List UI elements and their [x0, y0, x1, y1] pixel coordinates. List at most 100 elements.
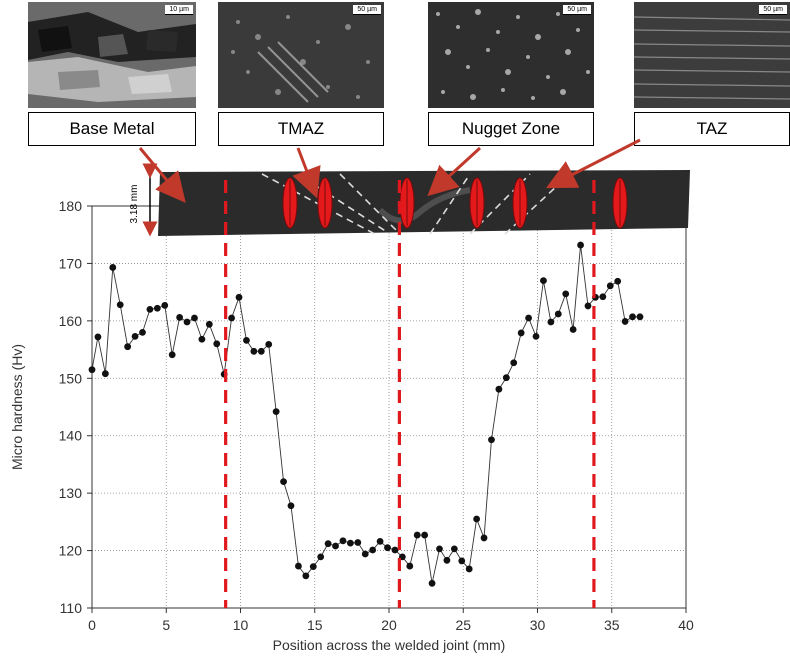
data-point: [532, 332, 540, 340]
data-point: [465, 565, 473, 573]
data-point: [183, 318, 191, 326]
data-point: [198, 335, 206, 343]
x-tick-label: 10: [233, 617, 249, 633]
data-point: [153, 304, 161, 312]
data-point: [88, 366, 96, 374]
data-point: [443, 556, 451, 564]
data-point: [257, 347, 265, 355]
data-point: [606, 282, 614, 290]
data-point: [369, 546, 377, 554]
data-point: [124, 343, 132, 351]
data-point: [599, 293, 607, 301]
data-point: [235, 293, 243, 301]
scale-bar: 50 µm: [563, 5, 591, 15]
data-point: [339, 537, 347, 545]
data-point: [250, 347, 258, 355]
data-point: [569, 326, 577, 333]
label-tmaz: TMAZ: [218, 112, 384, 146]
data-point: [614, 277, 622, 285]
data-point: [205, 320, 213, 328]
y-tick-label: 140: [59, 428, 83, 444]
weld-cross-section: 3.18 mm: [129, 163, 690, 237]
data-point: [517, 329, 525, 337]
data-point: [161, 301, 169, 309]
data-point: [577, 241, 584, 249]
series-line: [91, 244, 640, 584]
scale-bar: 50 µm: [759, 5, 787, 15]
data-point: [488, 436, 495, 444]
y-axis-title: Micro hardness (Hv): [9, 344, 25, 470]
x-tick-label: 30: [530, 617, 546, 633]
data-point: [450, 545, 458, 553]
y-tick-label: 180: [59, 198, 83, 214]
data-point: [428, 579, 436, 587]
data-point: [324, 540, 332, 548]
data-point: [272, 408, 280, 415]
micrograph-base-metal: 10 µm: [28, 2, 196, 108]
x-tick-label: 0: [88, 617, 96, 633]
scale-bar: 10 µm: [165, 5, 193, 15]
data-point: [146, 305, 154, 313]
x-tick-label: 20: [381, 617, 397, 633]
y-tick-label: 110: [60, 600, 83, 616]
data-point: [376, 537, 384, 545]
data-point: [131, 332, 139, 340]
y-tick-label: 130: [59, 485, 83, 501]
x-axis-title: Position across the welded joint (mm): [273, 637, 506, 653]
data-point: [361, 550, 369, 558]
data-point: [317, 553, 325, 561]
x-tick-label: 5: [162, 617, 170, 633]
data-point: [495, 385, 503, 393]
data-point: [287, 502, 295, 510]
data-point: [458, 557, 466, 565]
x-tick-label: 25: [455, 617, 471, 633]
data-point: [228, 314, 235, 322]
data-point: [554, 310, 562, 318]
data-point: [421, 531, 429, 539]
y-tick-label: 160: [59, 313, 83, 329]
hardness-series: [88, 241, 644, 587]
data-point: [295, 562, 302, 570]
data-point: [302, 572, 310, 580]
data-point: [413, 531, 421, 539]
y-tick-label: 150: [59, 370, 83, 386]
scale-bar: 50 µm: [353, 5, 381, 15]
grid: [92, 206, 686, 608]
x-tick-label: 40: [678, 617, 694, 633]
data-point: [309, 563, 317, 571]
arrow-tmaz: [292, 147, 321, 199]
data-point: [109, 264, 117, 271]
data-point: [436, 545, 443, 553]
data-point: [540, 277, 547, 285]
data-point: [621, 318, 629, 325]
y-tick-label: 170: [59, 255, 83, 271]
data-point: [213, 340, 221, 348]
data-point: [406, 562, 414, 570]
callout-arrows: [138, 138, 641, 203]
micrograph-nugget-zone: 50 µm: [428, 2, 594, 108]
axis-ticks: 0 5 10 15 20 25 30 35 40 110 120 130 140 150 160 170 180: [59, 198, 694, 633]
data-point: [280, 478, 287, 486]
data-point: [346, 539, 354, 547]
x-tick-label: 15: [307, 617, 323, 633]
micrograph-taz: 50 µm: [634, 2, 790, 108]
data-point: [168, 351, 176, 359]
data-point: [636, 313, 644, 321]
tmaz-texture: [218, 2, 384, 108]
data-point: [176, 314, 184, 321]
data-point: [502, 374, 510, 382]
data-point: [243, 336, 250, 344]
data-point: [562, 290, 570, 298]
data-point: [116, 301, 124, 309]
thickness-label: 3.18 mm: [129, 185, 140, 224]
x-tick-label: 35: [604, 617, 620, 633]
arrow-base-metal: [138, 147, 186, 203]
arrow-taz: [545, 138, 641, 189]
base-metal-texture: [28, 2, 196, 108]
label-base-metal: Base Metal: [28, 112, 196, 146]
data-point: [384, 544, 391, 552]
data-point: [265, 341, 273, 348]
taz-texture: [634, 2, 790, 108]
data-point: [191, 314, 198, 322]
